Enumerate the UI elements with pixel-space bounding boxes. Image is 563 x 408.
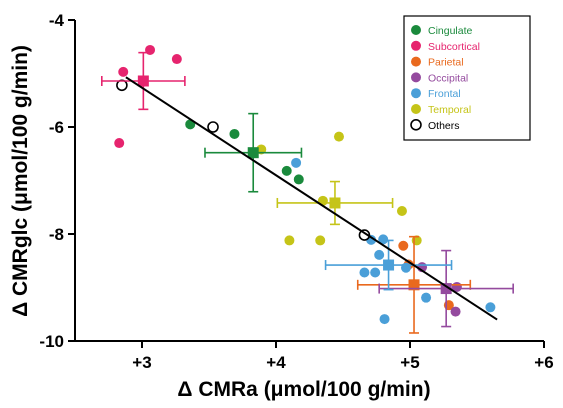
plot-area	[101, 44, 514, 334]
data-point-subcortical	[118, 66, 129, 77]
data-point-cingulate	[281, 165, 292, 176]
data-point-frontal	[359, 267, 370, 278]
data-point-frontal	[370, 267, 381, 278]
axes	[74, 20, 544, 342]
data-point-cingulate	[229, 128, 240, 139]
legend-marker-parietal	[411, 56, 421, 67]
legend-marker-temporal	[411, 104, 421, 114]
data-point-parietal	[398, 240, 409, 251]
legend: Cingulate Subcortical Parietal Occipital Fro…	[403, 15, 531, 141]
data-point-temporal	[396, 205, 407, 216]
data-point-subcortical	[171, 54, 182, 65]
x-tick-label: +5	[400, 353, 419, 372]
legend-marker-subcortical	[411, 40, 421, 51]
y-axis-title: Δ CMRglc (μmol/100 g/min)	[9, 45, 32, 317]
data-point-cingulate	[293, 174, 304, 185]
mean-marker-temporal	[329, 197, 341, 209]
legend-marker-cingulate	[411, 25, 421, 35]
regression-line	[125, 76, 498, 321]
y-tick-label: -6	[49, 118, 64, 137]
mean-marker-subcortical	[137, 75, 149, 87]
data-point-occipital	[450, 306, 461, 317]
data-point-frontal	[374, 249, 385, 260]
legend-marker-others	[410, 119, 422, 131]
ticks: +3 +4 +5 +6 -4 -6 -8 -10	[39, 11, 553, 372]
y-tick-label: -10	[39, 332, 64, 351]
data-point-temporal	[333, 131, 344, 142]
data-point-frontal	[421, 292, 432, 303]
data-point-frontal	[378, 234, 389, 245]
data-point-temporal	[284, 235, 295, 246]
data-point-frontal	[379, 314, 390, 325]
x-tick-label: +6	[534, 353, 553, 372]
legend-label-occipital: Occipital	[428, 72, 468, 84]
legend-marker-occipital	[411, 72, 421, 83]
mean-marker-parietal	[408, 279, 420, 291]
data-point-frontal	[291, 157, 302, 168]
legend-label-others: Others	[428, 120, 460, 132]
mean-marker-frontal	[383, 259, 395, 271]
data-point-subcortical	[145, 44, 156, 55]
legend-label-parietal: Parietal	[428, 57, 464, 69]
y-tick-label: -8	[49, 225, 64, 244]
legend-label-cingulate: Cingulate	[428, 25, 473, 37]
data-point-subcortical	[114, 138, 125, 149]
data-point-others	[207, 121, 219, 133]
legend-box	[403, 15, 531, 141]
legend-label-frontal: Frontal	[428, 88, 461, 100]
legend-label-subcortical: Subcortical	[428, 41, 480, 53]
legend-label-temporal: Temporal	[428, 104, 471, 116]
legend-marker-frontal	[411, 88, 421, 99]
data-point-temporal	[315, 235, 326, 246]
mean-marker-cingulate	[247, 147, 259, 159]
data-point-frontal	[485, 302, 496, 313]
data-point-frontal	[400, 262, 411, 273]
y-tick-label: -4	[49, 11, 65, 30]
mean-marker-occipital	[440, 283, 452, 295]
x-tick-label: +3	[132, 353, 151, 372]
x-tick-label: +4	[266, 353, 286, 372]
x-axis-title: Δ CMRa (μmol/100 g/min)	[177, 378, 430, 401]
